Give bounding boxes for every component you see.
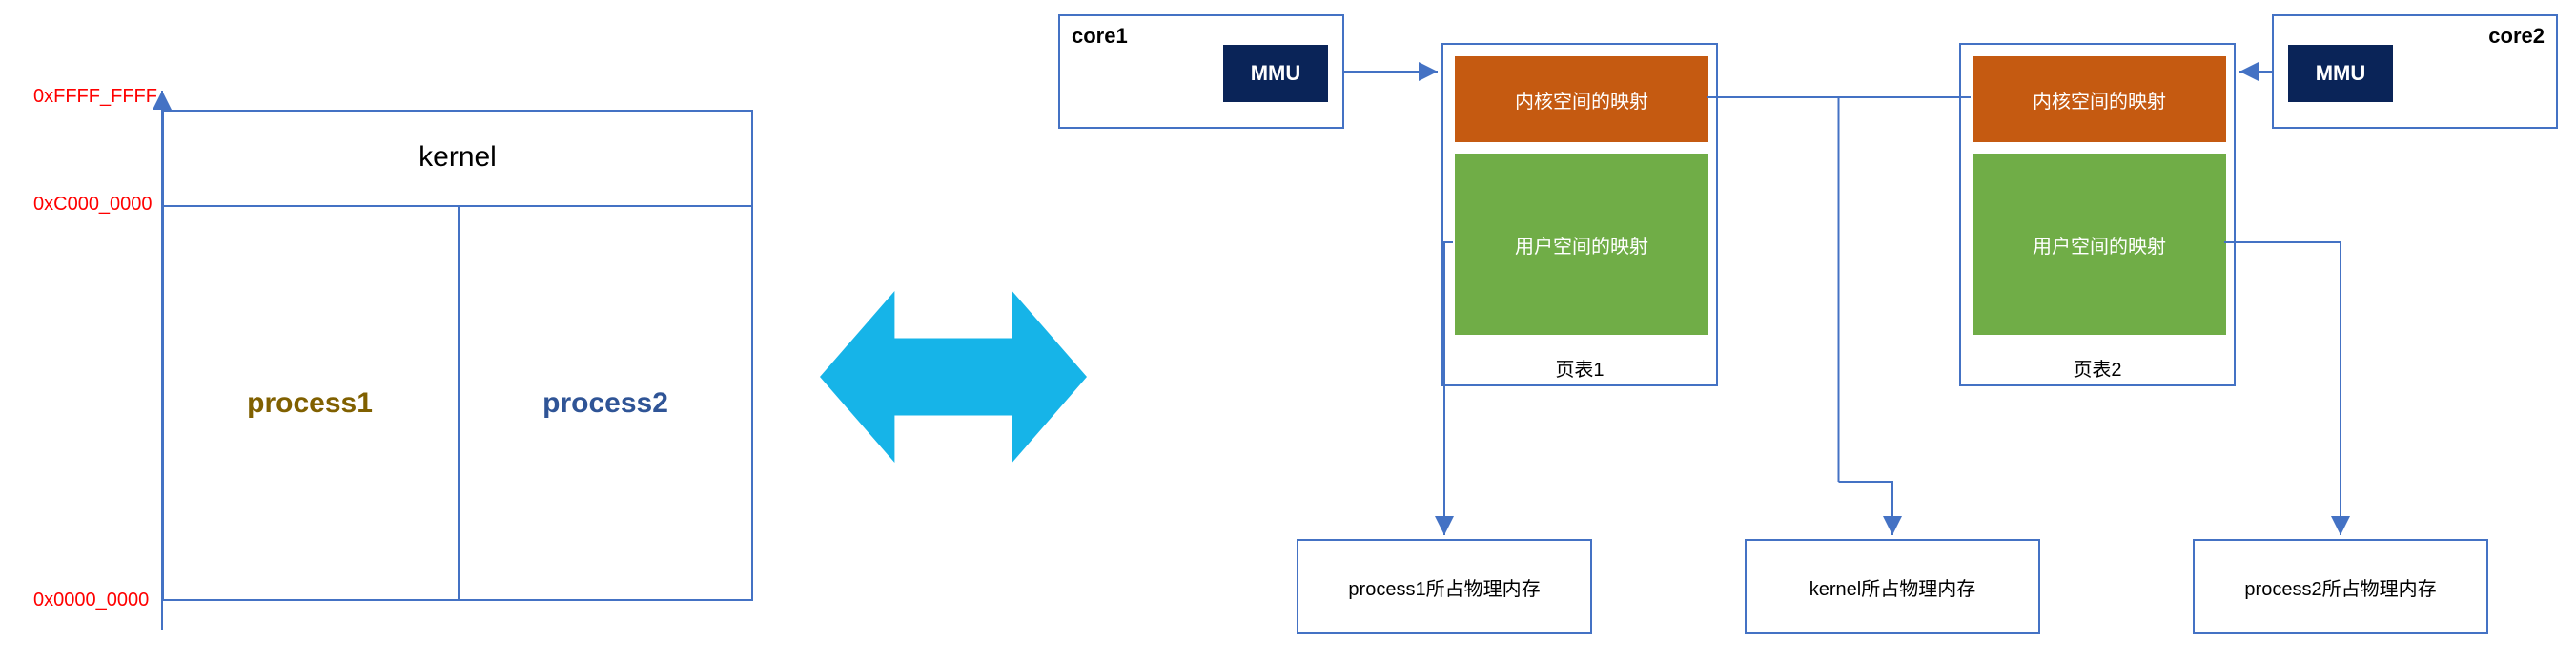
- pagetable2-box: 内核空间的映射 用户空间的映射: [1959, 43, 2236, 386]
- addr-top: 0xFFFF_FFFF: [33, 86, 157, 108]
- physmem-kernel: kernel所占物理内存: [1745, 539, 2040, 634]
- process1-label: process1: [162, 205, 458, 601]
- addr-bottom: 0x0000_0000: [33, 590, 149, 611]
- physmem-process2: process2所占物理内存: [2193, 539, 2488, 634]
- physmem-process1: process1所占物理内存: [1297, 539, 1592, 634]
- mmu1-box: MMU: [1223, 45, 1328, 102]
- pt1-user-map: 用户空间的映射: [1455, 154, 1708, 335]
- pt1-kernel-map: 内核空间的映射: [1455, 56, 1708, 142]
- pt2-label: 页表2: [1959, 348, 2236, 386]
- pt2-kernel-map: 内核空间的映射: [1973, 56, 2226, 142]
- diagram-canvas: kernel process1 process2 0xFFFF_FFFF 0xC…: [0, 0, 2576, 663]
- addr-split: 0xC000_0000: [33, 194, 153, 216]
- pt2-user-map: 用户空间的映射: [1973, 154, 2226, 335]
- pt1-label: 页表1: [1441, 348, 1718, 386]
- process2-label: process2: [458, 205, 753, 601]
- core2-label: core2: [2488, 24, 2545, 49]
- core2-box: core2 MMU: [2272, 14, 2558, 129]
- kernel-label: kernel: [162, 110, 753, 205]
- core1-label: core1: [1072, 24, 1128, 49]
- core1-box: core1 MMU: [1058, 14, 1344, 129]
- mmu2-box: MMU: [2288, 45, 2393, 102]
- pagetable1-box: 内核空间的映射 用户空间的映射: [1441, 43, 1718, 386]
